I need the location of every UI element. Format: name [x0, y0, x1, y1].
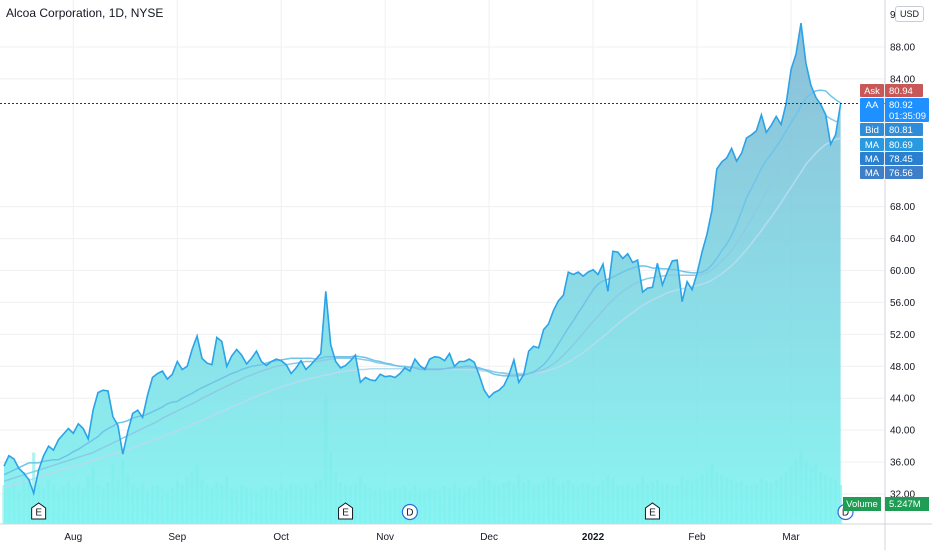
volume-value-box	[885, 497, 929, 511]
dividend-icon	[401, 503, 418, 521]
y-tick-label: 88.00	[890, 43, 915, 54]
price-tag-value: 80.92	[889, 100, 913, 111]
price-tag-value: 76.56	[889, 168, 913, 179]
earnings-icon	[338, 502, 354, 520]
earnings-icon	[31, 502, 47, 520]
event-marker-label: D	[406, 508, 413, 519]
x-tick-label: Oct	[273, 532, 289, 543]
price-tag-label: AA	[866, 100, 879, 111]
y-tick-label: 32.00	[890, 490, 915, 501]
event-marker-label: E	[649, 508, 656, 519]
chart-title: Alcoa Corporation, 1D, NYSE	[6, 6, 164, 20]
event-marker-label: E	[35, 508, 42, 519]
price-tag-label: Bid	[865, 125, 879, 136]
price-tag-value-box	[885, 152, 923, 165]
price-tag-label-box	[860, 123, 884, 136]
price-tag-label-box	[860, 84, 884, 97]
event-marker-label: D	[842, 508, 849, 519]
y-tick-label: 56.00	[890, 298, 915, 309]
price-tag-label-box	[860, 98, 884, 122]
price-tag-countdown: 01:35:09	[889, 111, 926, 122]
price-tag-label-box	[860, 166, 884, 179]
x-tick-label: Mar	[782, 532, 800, 543]
y-tick-label: 84.00	[890, 74, 915, 85]
x-tick-labels: Aug Sep Oct Nov Dec 2022 Feb Mar	[64, 532, 800, 543]
volume-label: Volume	[846, 499, 878, 510]
event-marker-label: E	[342, 508, 349, 519]
y-tick-label: 60.00	[890, 266, 915, 277]
x-tick-label: 2022	[582, 532, 605, 543]
price-tag-value: 80.69	[889, 140, 913, 151]
price-tag-label-box	[860, 138, 884, 151]
x-tick-label: Aug	[64, 532, 82, 543]
price-tag-label: MA	[865, 140, 880, 151]
y-tick-label: 36.00	[890, 458, 915, 469]
y-tick-labels: 32.00 36.00 40.00 44.00 48.00 52.00 56.00 60.00…	[890, 10, 915, 501]
volume-label-box	[843, 497, 881, 511]
price-tag-value-box	[885, 84, 923, 97]
y-tick-label: 64.00	[890, 234, 915, 245]
x-tick-label: Nov	[376, 532, 394, 543]
earnings-icon	[644, 502, 660, 520]
price-tag-label-box	[860, 152, 884, 165]
currency-button[interactable]: USD	[894, 6, 924, 22]
y-tick-label: 68.00	[890, 202, 915, 213]
y-tick-label-partial: 9	[890, 10, 896, 21]
volume-value: 5.247M	[889, 499, 921, 510]
x-tick-label: Dec	[480, 532, 498, 543]
price-tag-value: 80.81	[889, 125, 913, 136]
y-tick-label: 48.00	[890, 362, 915, 373]
y-tick-label: 52.00	[890, 330, 915, 341]
price-tag-label: Ask	[864, 86, 880, 97]
price-area	[4, 23, 841, 524]
price-tag-value-box	[885, 123, 923, 136]
price-tag-label: MA	[865, 154, 880, 165]
x-tick-label: Feb	[688, 532, 706, 543]
volume-bar	[32, 452, 36, 524]
y-tick-label: 44.00	[890, 394, 915, 405]
price-tag-value: 80.94	[889, 86, 913, 97]
price-tag-value-box	[885, 98, 929, 122]
price-tag-value-box	[885, 138, 923, 151]
price-line	[3, 22, 842, 497]
y-tick-label: 40.00	[890, 426, 915, 437]
price-tag-label: MA	[865, 168, 880, 179]
price-tag-value-box	[885, 166, 923, 179]
price-tag-value: 78.45	[889, 154, 913, 165]
x-tick-label: Sep	[168, 532, 186, 543]
